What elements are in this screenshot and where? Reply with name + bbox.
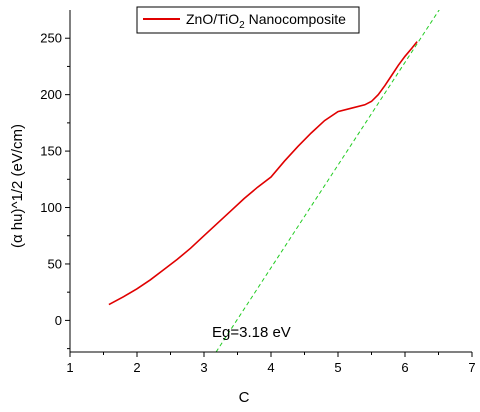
- annotation-eg: Eg=3.18 eV: [212, 324, 291, 341]
- x-tick-label: 2: [133, 360, 140, 375]
- axes-layer: [69, 10, 472, 353]
- y-tick-label: 150: [40, 144, 62, 159]
- y-axis-label: (α hu)^1/2 (eV/cm): [9, 124, 26, 248]
- legend-label-tail: Nanocomposite: [245, 11, 346, 27]
- ticks-layer: 1 2 3 4 5 6 7 0 50 100 150 200 250: [40, 31, 475, 375]
- x-tick-label: 1: [66, 360, 73, 375]
- tangent-line: [215, 10, 440, 352]
- y-tick-label: 250: [40, 31, 62, 46]
- series-layer: [108, 10, 440, 352]
- x-tick-label: 5: [334, 360, 341, 375]
- x-tick-label: 3: [200, 360, 207, 375]
- y-tick-label: 200: [40, 87, 62, 102]
- y-tick-label: 100: [40, 200, 62, 215]
- x-tick-label: 6: [401, 360, 408, 375]
- y-tick-label: 0: [55, 313, 62, 328]
- legend-label: ZnO/TiO2 Nanocomposite: [186, 11, 346, 31]
- y-tick-label: 50: [48, 256, 62, 271]
- legend-label-main: ZnO/TiO: [186, 11, 239, 27]
- legend: ZnO/TiO2 Nanocomposite: [136, 6, 360, 34]
- x-tick-label: 7: [468, 360, 475, 375]
- x-tick-label: 4: [267, 360, 274, 375]
- legend-label-sub: 2: [239, 20, 245, 31]
- x-axis-label: C: [239, 389, 250, 406]
- series-line-0: [108, 41, 418, 306]
